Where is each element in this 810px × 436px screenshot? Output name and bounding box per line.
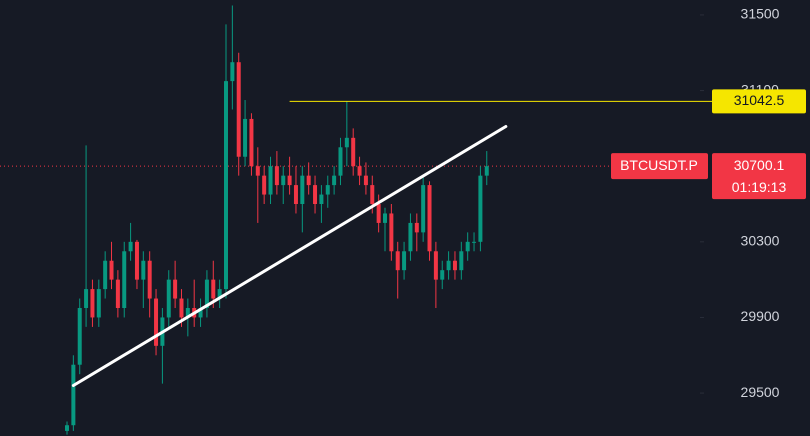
candle-body bbox=[370, 185, 375, 205]
candle-body bbox=[421, 185, 426, 233]
last-price-label: 30700.1 bbox=[734, 157, 785, 173]
candle-body bbox=[211, 279, 216, 299]
candle-body bbox=[268, 166, 273, 195]
candle-body bbox=[402, 251, 407, 271]
countdown-label: 01:19:13 bbox=[732, 179, 787, 195]
candle-body bbox=[243, 118, 248, 157]
candle-body bbox=[255, 166, 260, 176]
candle-body bbox=[306, 175, 311, 186]
candle-body bbox=[338, 147, 343, 176]
candle-body bbox=[262, 175, 267, 195]
candle-body bbox=[395, 251, 400, 271]
candle-body bbox=[363, 175, 368, 186]
candle-body bbox=[465, 241, 470, 252]
candle-body bbox=[452, 260, 457, 271]
symbol-label: BTCUSDT.P bbox=[620, 157, 698, 173]
candle-body bbox=[236, 62, 241, 157]
candle-body bbox=[313, 185, 318, 205]
candle-body bbox=[293, 185, 298, 205]
candle-body bbox=[433, 251, 438, 280]
candle-body bbox=[173, 279, 178, 299]
candle-body bbox=[154, 298, 159, 346]
candle-body bbox=[90, 289, 95, 318]
level-label: 31042.5 bbox=[734, 92, 785, 108]
candle-body bbox=[274, 166, 279, 186]
candle-body bbox=[224, 81, 228, 290]
candle-body bbox=[389, 213, 394, 252]
candle-body bbox=[109, 260, 114, 280]
candle-body bbox=[249, 118, 254, 167]
candle-body bbox=[103, 260, 108, 290]
candle-body bbox=[332, 175, 337, 186]
candle-body bbox=[287, 175, 292, 186]
candle-body bbox=[96, 289, 101, 318]
candle-body bbox=[147, 260, 152, 299]
candle-body bbox=[230, 62, 235, 82]
y-tick-label: 29500 bbox=[741, 384, 780, 400]
candle-body bbox=[440, 270, 445, 280]
y-tick-label: 31500 bbox=[741, 6, 780, 22]
candle-body bbox=[281, 175, 286, 186]
candle-body bbox=[357, 166, 362, 176]
candle-body bbox=[198, 307, 203, 318]
candle-body bbox=[300, 175, 305, 205]
candle-body bbox=[84, 289, 89, 308]
y-tick-label: 29900 bbox=[741, 308, 780, 324]
candle-body bbox=[383, 213, 387, 223]
candle-body bbox=[472, 241, 477, 243]
candle-body bbox=[115, 279, 120, 308]
candle-body bbox=[459, 251, 464, 271]
candle-body bbox=[217, 289, 222, 299]
candle-body bbox=[166, 279, 171, 318]
candle-body bbox=[351, 137, 356, 167]
candle-body bbox=[344, 137, 349, 148]
candle-body bbox=[414, 222, 419, 233]
trendline bbox=[71, 124, 508, 388]
candle-body bbox=[446, 260, 451, 271]
candle-body bbox=[325, 185, 330, 195]
price-label-bg bbox=[712, 153, 806, 200]
candle-body bbox=[71, 364, 76, 426]
candle-body bbox=[141, 260, 146, 280]
level-label-bg bbox=[712, 89, 806, 114]
candle-body bbox=[484, 166, 489, 176]
symbol-label-bg bbox=[611, 153, 708, 180]
candle-body bbox=[319, 194, 324, 205]
candle-body bbox=[478, 175, 483, 242]
candle-body bbox=[427, 185, 432, 252]
candle-body bbox=[134, 241, 139, 280]
candle-body bbox=[65, 425, 69, 431]
candle-body bbox=[204, 279, 209, 308]
candle-body bbox=[179, 298, 184, 318]
candle-body bbox=[408, 222, 413, 252]
y-tick-label: 30300 bbox=[741, 233, 780, 249]
candle-body bbox=[376, 204, 381, 223]
candle-body bbox=[185, 307, 190, 318]
candle-body bbox=[128, 241, 133, 252]
candle-body bbox=[77, 307, 82, 365]
candle-body bbox=[122, 251, 127, 308]
